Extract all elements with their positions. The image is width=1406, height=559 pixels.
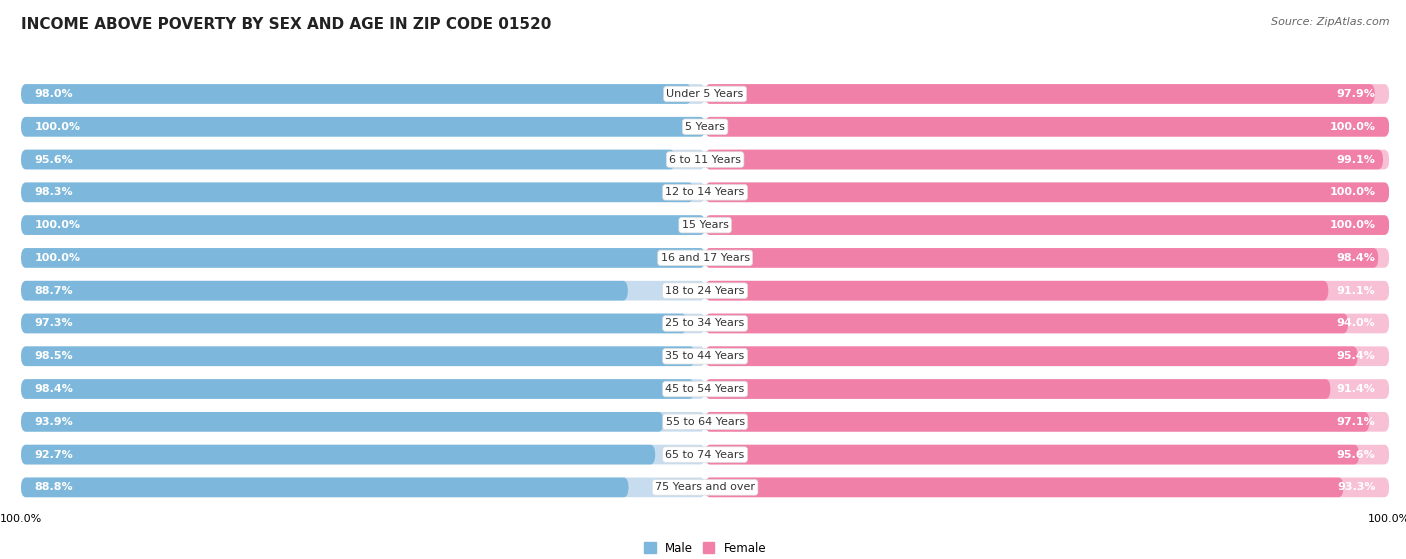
Text: INCOME ABOVE POVERTY BY SEX AND AGE IN ZIP CODE 01520: INCOME ABOVE POVERTY BY SEX AND AGE IN Z… bbox=[21, 17, 551, 32]
FancyBboxPatch shape bbox=[704, 215, 1389, 235]
Text: 98.3%: 98.3% bbox=[35, 187, 73, 197]
Text: 5 Years: 5 Years bbox=[685, 122, 725, 132]
Text: 100.0%: 100.0% bbox=[35, 220, 80, 230]
FancyBboxPatch shape bbox=[704, 248, 1378, 268]
FancyBboxPatch shape bbox=[704, 412, 1369, 432]
FancyBboxPatch shape bbox=[704, 412, 1389, 432]
FancyBboxPatch shape bbox=[21, 347, 706, 366]
FancyBboxPatch shape bbox=[21, 379, 695, 399]
FancyBboxPatch shape bbox=[704, 117, 1389, 136]
FancyBboxPatch shape bbox=[704, 477, 1389, 497]
Text: 100.0%: 100.0% bbox=[1330, 220, 1375, 230]
FancyBboxPatch shape bbox=[704, 84, 1389, 104]
Text: 16 and 17 Years: 16 and 17 Years bbox=[661, 253, 749, 263]
FancyBboxPatch shape bbox=[21, 314, 706, 333]
Text: 97.3%: 97.3% bbox=[35, 319, 73, 329]
FancyBboxPatch shape bbox=[704, 117, 1389, 136]
Text: 100.0%: 100.0% bbox=[1330, 187, 1375, 197]
Text: 100.0%: 100.0% bbox=[1330, 122, 1375, 132]
FancyBboxPatch shape bbox=[704, 477, 1344, 497]
Text: 100.0%: 100.0% bbox=[35, 122, 80, 132]
FancyBboxPatch shape bbox=[21, 84, 692, 104]
Text: 95.6%: 95.6% bbox=[1337, 449, 1375, 459]
Text: 88.8%: 88.8% bbox=[35, 482, 73, 492]
Text: 98.4%: 98.4% bbox=[1337, 253, 1375, 263]
FancyBboxPatch shape bbox=[21, 150, 675, 169]
FancyBboxPatch shape bbox=[704, 379, 1330, 399]
FancyBboxPatch shape bbox=[21, 182, 706, 202]
FancyBboxPatch shape bbox=[21, 281, 628, 301]
FancyBboxPatch shape bbox=[21, 215, 706, 235]
FancyBboxPatch shape bbox=[704, 182, 1389, 202]
FancyBboxPatch shape bbox=[21, 182, 693, 202]
FancyBboxPatch shape bbox=[21, 117, 706, 136]
FancyBboxPatch shape bbox=[21, 248, 706, 268]
FancyBboxPatch shape bbox=[704, 215, 1389, 235]
Text: 97.9%: 97.9% bbox=[1337, 89, 1375, 99]
FancyBboxPatch shape bbox=[704, 347, 1358, 366]
FancyBboxPatch shape bbox=[21, 379, 706, 399]
FancyBboxPatch shape bbox=[21, 281, 706, 301]
Text: 6 to 11 Years: 6 to 11 Years bbox=[669, 154, 741, 164]
FancyBboxPatch shape bbox=[704, 445, 1360, 465]
Text: 55 to 64 Years: 55 to 64 Years bbox=[665, 417, 745, 427]
Text: 98.4%: 98.4% bbox=[35, 384, 73, 394]
Text: 93.9%: 93.9% bbox=[35, 417, 73, 427]
Text: 100.0%: 100.0% bbox=[35, 253, 80, 263]
Text: Under 5 Years: Under 5 Years bbox=[666, 89, 744, 99]
FancyBboxPatch shape bbox=[21, 445, 655, 465]
Text: 97.1%: 97.1% bbox=[1337, 417, 1375, 427]
FancyBboxPatch shape bbox=[704, 445, 1389, 465]
Text: 92.7%: 92.7% bbox=[35, 449, 73, 459]
FancyBboxPatch shape bbox=[21, 215, 706, 235]
FancyBboxPatch shape bbox=[704, 248, 1389, 268]
Legend: Male, Female: Male, Female bbox=[640, 537, 770, 559]
FancyBboxPatch shape bbox=[21, 412, 664, 432]
Text: 98.0%: 98.0% bbox=[35, 89, 73, 99]
FancyBboxPatch shape bbox=[704, 379, 1389, 399]
FancyBboxPatch shape bbox=[704, 182, 1389, 202]
FancyBboxPatch shape bbox=[704, 314, 1348, 333]
Text: 75 Years and over: 75 Years and over bbox=[655, 482, 755, 492]
FancyBboxPatch shape bbox=[21, 477, 706, 497]
Text: 95.6%: 95.6% bbox=[35, 154, 73, 164]
Text: 94.0%: 94.0% bbox=[1337, 319, 1375, 329]
Text: 45 to 54 Years: 45 to 54 Years bbox=[665, 384, 745, 394]
Text: 98.5%: 98.5% bbox=[35, 351, 73, 361]
FancyBboxPatch shape bbox=[704, 314, 1389, 333]
FancyBboxPatch shape bbox=[704, 347, 1389, 366]
Text: 93.3%: 93.3% bbox=[1337, 482, 1375, 492]
FancyBboxPatch shape bbox=[21, 150, 706, 169]
FancyBboxPatch shape bbox=[21, 248, 706, 268]
Text: 65 to 74 Years: 65 to 74 Years bbox=[665, 449, 745, 459]
FancyBboxPatch shape bbox=[21, 412, 706, 432]
FancyBboxPatch shape bbox=[21, 117, 706, 136]
Text: 91.1%: 91.1% bbox=[1337, 286, 1375, 296]
Text: 35 to 44 Years: 35 to 44 Years bbox=[665, 351, 745, 361]
FancyBboxPatch shape bbox=[21, 445, 706, 465]
FancyBboxPatch shape bbox=[704, 150, 1384, 169]
FancyBboxPatch shape bbox=[704, 281, 1329, 301]
FancyBboxPatch shape bbox=[704, 281, 1389, 301]
FancyBboxPatch shape bbox=[21, 347, 695, 366]
Text: 25 to 34 Years: 25 to 34 Years bbox=[665, 319, 745, 329]
FancyBboxPatch shape bbox=[21, 84, 706, 104]
Text: 99.1%: 99.1% bbox=[1337, 154, 1375, 164]
Text: 18 to 24 Years: 18 to 24 Years bbox=[665, 286, 745, 296]
FancyBboxPatch shape bbox=[21, 314, 686, 333]
Text: 15 Years: 15 Years bbox=[682, 220, 728, 230]
Text: 12 to 14 Years: 12 to 14 Years bbox=[665, 187, 745, 197]
FancyBboxPatch shape bbox=[704, 84, 1375, 104]
Text: 91.4%: 91.4% bbox=[1337, 384, 1375, 394]
FancyBboxPatch shape bbox=[704, 150, 1389, 169]
Text: 88.7%: 88.7% bbox=[35, 286, 73, 296]
Text: 95.4%: 95.4% bbox=[1337, 351, 1375, 361]
FancyBboxPatch shape bbox=[21, 477, 628, 497]
Text: Source: ZipAtlas.com: Source: ZipAtlas.com bbox=[1271, 17, 1389, 27]
